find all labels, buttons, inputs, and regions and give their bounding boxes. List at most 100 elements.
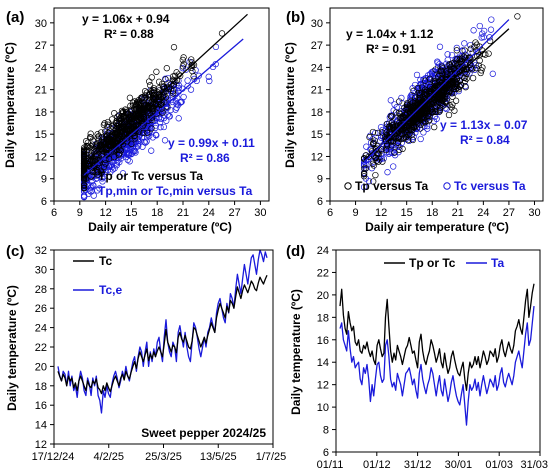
scatter-point	[153, 132, 160, 139]
scatter-point	[140, 113, 148, 120]
scatter-point	[402, 119, 409, 126]
scatter-point	[473, 64, 480, 72]
scatter-point	[149, 108, 156, 116]
scatter-point	[184, 77, 191, 84]
scatter-point	[453, 44, 460, 52]
scatter-point	[80, 185, 88, 192]
scatter-point	[169, 90, 177, 97]
scatter-point	[126, 158, 133, 165]
trendline-1	[363, 19, 510, 163]
panel-a-ticks: 6 9 12 15 18 21 24 27 30 6 9 12 15 18 21 24 27 30	[35, 18, 267, 219]
scatter-point	[476, 57, 483, 64]
panel-a-plot-frame	[53, 7, 270, 202]
scatter-point	[180, 61, 187, 68]
scatter-point	[189, 61, 196, 69]
scatter-point	[131, 133, 138, 140]
x-tick-label: 25/3/25	[145, 451, 182, 463]
scatter-point	[436, 89, 443, 96]
scatter-point	[90, 181, 97, 189]
x-tick-label: 4/2/25	[93, 451, 124, 463]
x-tick-label: 30/01	[445, 459, 473, 471]
scatter-point	[146, 82, 154, 89]
scatter-point	[400, 114, 407, 121]
x-tick-label: 18	[426, 207, 438, 219]
scatter-point	[408, 104, 415, 112]
scatter-point	[115, 143, 123, 150]
scatter-point	[140, 105, 148, 113]
scatter-point	[462, 65, 469, 73]
panel-b-r2-blue: R² = 0.84	[460, 133, 510, 147]
scatter-point	[386, 123, 393, 131]
scatter-point	[409, 136, 416, 144]
x-tick-label: 9	[77, 207, 83, 219]
y-tick-label: 22	[35, 342, 47, 354]
x-tick-label: 21	[177, 207, 189, 219]
x-tick-label: 30	[528, 207, 540, 219]
scatter-point	[108, 116, 116, 123]
scatter-point	[117, 117, 125, 124]
scatter-point	[80, 152, 88, 160]
y-tick-label: 12	[35, 439, 47, 451]
scatter-point	[163, 65, 170, 72]
x-tick-label: 21	[452, 207, 464, 219]
scatter-point	[88, 165, 95, 172]
panel-c-annotation: Sweet pepper 2024/25	[141, 426, 266, 440]
scatter-point	[206, 77, 213, 85]
x-tick-label: 17/12/24	[32, 451, 75, 463]
x-tick-label: 27	[503, 207, 515, 219]
scatter-point	[80, 181, 88, 189]
scatter-point	[382, 137, 390, 145]
y-tick-label: 18	[317, 312, 329, 324]
scatter-point	[127, 116, 134, 124]
scatter-point	[92, 144, 99, 151]
legend-b-marker-black	[344, 182, 352, 190]
scatter-point	[161, 137, 169, 144]
scatter-point	[153, 68, 160, 75]
scatter-point	[169, 88, 177, 95]
scatter-point	[139, 93, 146, 101]
scatter-point	[406, 125, 413, 132]
scatter-point	[124, 156, 131, 164]
scatter-point	[164, 111, 171, 119]
scatter-point	[421, 77, 429, 84]
y-tick-label: 27	[311, 40, 323, 52]
x-tick-label: 27	[228, 207, 240, 219]
scatter-point	[430, 99, 437, 106]
y-tick-label: 27	[35, 40, 47, 52]
panel-b-xlabel: Daily air temperature (ºC)	[365, 220, 509, 234]
y-tick-label: 24	[35, 323, 47, 335]
scatter-point	[80, 160, 88, 167]
panel-b-ylabel: Daily temperature (ºC)	[283, 42, 297, 168]
scatter-point	[416, 89, 423, 97]
scatter-point	[453, 47, 460, 54]
scatter-point	[132, 105, 139, 113]
scatter-point	[443, 82, 450, 89]
x-tick-label: 12	[99, 207, 111, 219]
panel-b-points	[360, 13, 521, 191]
scatter-point	[514, 13, 521, 20]
y-tick-label: 28	[35, 284, 47, 296]
x-tick-label: 30	[254, 207, 266, 219]
scatter-point	[125, 150, 132, 157]
scatter-point	[113, 162, 120, 169]
scatter-point	[457, 81, 464, 88]
scatter-point	[399, 114, 406, 122]
scatter-point	[189, 68, 196, 75]
panel-b: (b) 6 9 12 15 18 21 24 27 30 6 9 12 15 18 21 24 27 30 y =…	[283, 7, 544, 234]
scatter-point	[383, 129, 390, 136]
y-tick-label: 16	[317, 335, 329, 347]
scatter-point	[461, 47, 468, 54]
scatter-point	[379, 158, 386, 165]
scatter-point	[365, 153, 372, 160]
scatter-point	[467, 41, 474, 49]
scatter-point	[157, 101, 164, 109]
scatter-point	[436, 43, 444, 50]
scatter-point	[410, 117, 417, 125]
scatter-point	[391, 101, 398, 108]
scatter-point	[382, 146, 390, 154]
scatter-point	[393, 109, 400, 116]
scatter-point	[80, 154, 88, 161]
panel-a: (a) 6 9 12 15 18 21 24 27 30 6 9 12 15 18 21 24 27 30 y =…	[3, 7, 270, 234]
scatter-point	[479, 30, 486, 37]
